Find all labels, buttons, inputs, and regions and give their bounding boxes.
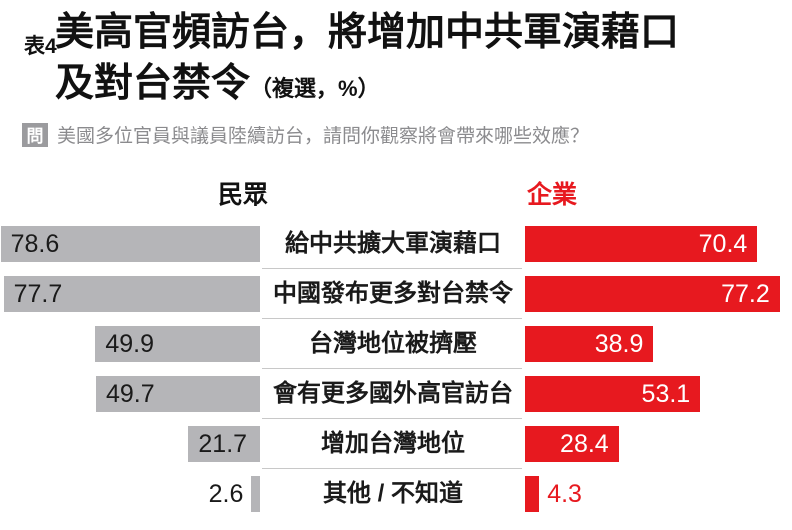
row-separator (262, 418, 522, 420)
category-label: 台灣地位被擠壓 (309, 330, 477, 358)
enterprise-value: 70.4 (698, 230, 748, 259)
chart-rows: 78.6 給中共擴大軍演藉口 70.4 77.7 中國發布更多對台禁令 77.2 49.9 台… (0, 219, 792, 519)
public-bar (188, 426, 260, 463)
chart-row: 49.9 台灣地位被擠壓 38.9 (0, 319, 792, 370)
public-value: 49.9 (105, 330, 155, 359)
enterprise-value: 28.4 (560, 430, 609, 459)
title-line2: 及對台禁令 (55, 61, 251, 105)
public-value: 49.7 (106, 380, 155, 409)
enterprise-bar (525, 426, 619, 463)
enterprise-bar (525, 376, 701, 413)
survey-question: 問 美國多位官員與議員陸續訪台，請問你觀察將會帶來哪些效應？ (22, 121, 792, 148)
public-bar (95, 326, 260, 363)
category-label: 給中共擴大軍演藉口 (285, 230, 501, 258)
chart-row: 21.7 增加台灣地位 28.4 (0, 419, 792, 470)
enterprise-bar (525, 276, 780, 313)
title-line1: 美高官頻訪台，將增加中共軍演藉口 (55, 11, 680, 54)
public-bar (0, 226, 260, 263)
category-label: 會有更多國外高官訪台 (273, 380, 513, 408)
chart-row: 77.7 中國發布更多對台禁令 77.2 (0, 269, 792, 320)
enterprise-bar (525, 226, 758, 263)
row-separator (262, 368, 522, 370)
chart-row: 78.6 給中共擴大軍演藉口 70.4 (0, 219, 792, 270)
category-label: 其他 / 不知道 (322, 480, 463, 508)
enterprise-value: 77.2 (721, 280, 770, 309)
public-bar (96, 376, 260, 413)
public-value: 77.7 (13, 280, 63, 309)
enterprise-bar (525, 326, 654, 363)
enterprise-bar (525, 476, 540, 513)
row-separator (262, 268, 522, 270)
chart-row: 49.7 會有更多國外高官訪台 53.1 (0, 369, 792, 420)
public-bar (251, 476, 260, 513)
title-block: 表4 美高官頻訪台，將增加中共軍演藉口 及對台禁令（複選，%） (0, 0, 792, 109)
public-value: 78.6 (10, 230, 60, 259)
public-bar (3, 276, 260, 313)
row-separator (262, 318, 522, 320)
series-header-public: 民眾 (217, 181, 268, 210)
enterprise-value: 53.1 (641, 380, 691, 409)
table-number-label: 表4 (24, 35, 57, 58)
category-label: 增加台灣地位 (321, 430, 465, 458)
page-title: 美高官頻訪台，將增加中共軍演藉口 及對台禁令（複選，%） (55, 8, 792, 109)
enterprise-value: 4.3 (547, 480, 582, 509)
chart-row: 2.6 其他 / 不知道 4.3 (0, 469, 792, 519)
diverging-bar-chart: 民眾 企業 78.6 給中共擴大軍演藉口 70.4 77.7 中國發布更多對台禁令 77.… (0, 178, 792, 528)
title-note: （複選，%） (250, 75, 380, 101)
question-text: 美國多位官員與議員陸續訪台，請問你觀察將會帶來哪些效應？ (57, 126, 590, 148)
enterprise-value: 38.9 (594, 330, 644, 359)
category-label: 中國發布更多對台禁令 (273, 280, 513, 308)
row-separator (262, 468, 522, 470)
public-value: 21.7 (198, 430, 248, 459)
question-badge: 問 (22, 122, 48, 147)
public-value: 2.6 (208, 480, 244, 509)
series-header-enterprise: 企業 (527, 181, 578, 210)
